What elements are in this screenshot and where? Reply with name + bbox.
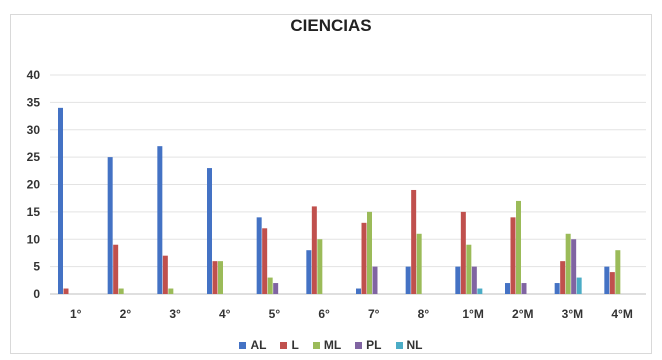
- bar-al-11: [604, 266, 610, 294]
- bar-pl-6: [372, 266, 378, 294]
- legend-item-al: AL: [239, 338, 266, 352]
- bar-pl-4: [273, 283, 279, 294]
- bar-al-1: [107, 157, 113, 294]
- bar-al-6: [356, 288, 361, 294]
- legend-item-nl: NL: [395, 338, 423, 352]
- x-tick-label: 2°: [120, 307, 132, 321]
- legend-label: ML: [323, 338, 342, 352]
- bar-l-11: [609, 272, 615, 294]
- bar-l-1: [113, 244, 119, 294]
- bars: [58, 107, 621, 294]
- bar-ml-11: [615, 250, 621, 294]
- bar-al-7: [405, 266, 411, 294]
- x-tick-label: 6°: [318, 307, 330, 321]
- legend-swatch: [395, 341, 403, 349]
- x-tick-label: 3°: [169, 307, 181, 321]
- bar-ml-4: [267, 277, 273, 294]
- x-tick-label: 2°M: [512, 307, 533, 321]
- bar-ml-3: [218, 261, 223, 294]
- legend-label: PL: [366, 338, 382, 352]
- bar-l-6: [361, 222, 367, 294]
- bar-ml-1: [118, 288, 124, 294]
- bar-al-4: [256, 217, 262, 294]
- legend-swatch: [280, 341, 288, 349]
- gridlines: [50, 74, 646, 295]
- bar-al-8: [455, 266, 461, 294]
- chart-title: CIENCIAS: [290, 16, 372, 35]
- y-axis-ticks: 0 5 10 15 20 25 30 35 40: [27, 68, 41, 301]
- x-tick-label: 1°M: [462, 307, 483, 321]
- legend-label: NL: [406, 338, 423, 352]
- bar-ml-5: [317, 239, 323, 294]
- y-tick-label: 35: [27, 95, 41, 109]
- bar-nl-10: [576, 277, 582, 294]
- bar-pl-8: [471, 266, 477, 294]
- y-tick-label: 25: [27, 150, 41, 164]
- bar-ml-2: [168, 288, 174, 294]
- bar-l-3: [212, 261, 218, 294]
- y-tick-label: 0: [33, 287, 40, 301]
- legend-swatch: [312, 341, 320, 349]
- legend-label: L: [291, 338, 299, 352]
- legend-swatch: [355, 341, 363, 349]
- legend-label: AL: [250, 338, 267, 352]
- x-tick-label: 1°: [70, 307, 82, 321]
- bar-nl-8: [477, 288, 483, 294]
- legend: AL L ML PL NL: [0, 338, 662, 352]
- bar-l-5: [311, 206, 317, 294]
- y-tick-label: 15: [27, 205, 41, 219]
- bar-al-10: [554, 283, 560, 294]
- y-tick-label: 20: [27, 178, 41, 192]
- bar-al-5: [306, 250, 312, 294]
- bar-l-7: [411, 189, 417, 294]
- bar-ml-6: [367, 211, 372, 294]
- bar-l-4: [262, 228, 268, 294]
- bar-l-2: [162, 255, 168, 294]
- y-tick-label: 30: [27, 123, 41, 137]
- x-tick-label: 8°: [418, 307, 430, 321]
- bar-pl-9: [521, 283, 527, 294]
- y-tick-label: 40: [27, 68, 41, 82]
- bar-ml-7: [416, 233, 422, 294]
- legend-item-ml: ML: [312, 338, 342, 352]
- x-tick-label: 3°M: [562, 307, 583, 321]
- x-tick-label: 4°: [219, 307, 231, 321]
- bar-al-3: [207, 168, 212, 294]
- y-tick-label: 10: [27, 232, 41, 246]
- x-tick-label: 4°M: [611, 307, 632, 321]
- bar-al-2: [157, 146, 163, 294]
- legend-item-pl: PL: [355, 338, 382, 352]
- bar-pl-10: [571, 239, 577, 294]
- legend-item-l: L: [280, 338, 299, 352]
- x-tick-label: 5°: [269, 307, 281, 321]
- bar-al-0: [58, 107, 63, 294]
- bar-l-10: [560, 261, 566, 294]
- x-axis-ticks: 1° 2° 3° 4° 5° 6° 7° 8° 1°M 2°M 3°M 4°M: [70, 307, 633, 321]
- x-tick-label: 7°: [368, 307, 380, 321]
- legend-swatch: [239, 341, 247, 349]
- bar-ml-10: [565, 233, 571, 294]
- bar-l-9: [510, 217, 516, 294]
- bar-al-9: [505, 283, 510, 294]
- bar-l-0: [63, 288, 69, 294]
- bar-ml-8: [466, 244, 472, 294]
- bar-ml-9: [516, 200, 521, 294]
- y-tick-label: 5: [33, 260, 40, 274]
- bar-l-8: [460, 211, 466, 294]
